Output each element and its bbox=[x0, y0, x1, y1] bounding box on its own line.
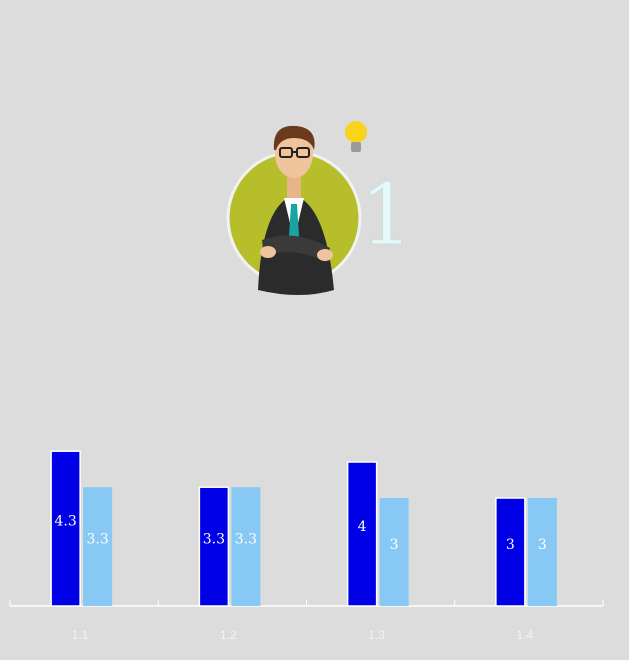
x-tick-label: 1.3 bbox=[368, 628, 385, 642]
bar bbox=[346, 461, 378, 607]
x-tick-label: 1.4 bbox=[517, 628, 534, 642]
avatar bbox=[226, 121, 367, 295]
value-label: 3.3 bbox=[235, 532, 257, 548]
value-label: 4.3 bbox=[54, 514, 76, 530]
bar bbox=[198, 486, 230, 607]
bar bbox=[527, 498, 557, 606]
value-label: 3 bbox=[506, 537, 515, 553]
value-label: 3.3 bbox=[86, 532, 108, 548]
x-tick-label: 1.1 bbox=[72, 628, 89, 642]
bar bbox=[231, 487, 261, 606]
value-label: 3 bbox=[538, 537, 547, 553]
bar bbox=[83, 487, 113, 606]
x-tick-label: 1.2 bbox=[220, 628, 237, 642]
value-label: 3.3 bbox=[203, 532, 225, 548]
bar bbox=[50, 450, 81, 607]
bar bbox=[379, 498, 409, 606]
value-label: 4 bbox=[358, 519, 367, 535]
bar bbox=[495, 497, 526, 607]
value-label: 3 bbox=[390, 537, 399, 553]
badge: 1 bbox=[360, 166, 413, 264]
